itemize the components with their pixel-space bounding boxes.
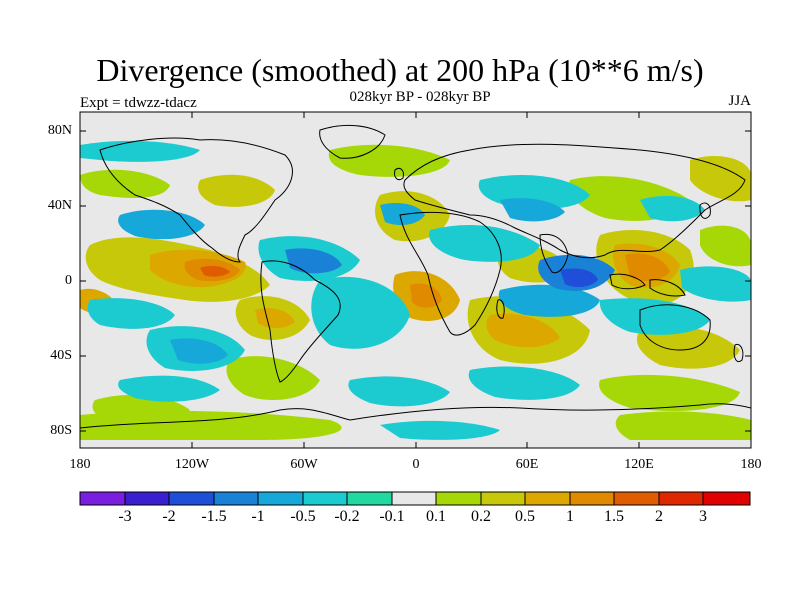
positive-region	[200, 265, 230, 277]
maritime-continent-outline	[609, 273, 646, 290]
colorbar-swatch	[79, 491, 126, 506]
madagascar-outline	[496, 299, 505, 319]
negative-region	[118, 209, 205, 240]
colorbar-label: 0.1	[426, 508, 446, 525]
positive-region	[625, 253, 670, 282]
colorbar-label: -3	[118, 508, 132, 525]
negative-region	[500, 198, 565, 222]
lat-label-80n: 80N	[47, 123, 72, 138]
colorbar-swatch	[658, 491, 704, 506]
lat-label-80s: 80S	[50, 423, 72, 438]
season-label: JJA	[728, 93, 751, 109]
australia-outline	[639, 304, 711, 351]
negative-region	[87, 298, 175, 329]
colorbar-label: -0.5	[290, 508, 316, 525]
colorbar-label: 0.5	[515, 508, 535, 525]
lon-label-60w: 60W	[290, 457, 318, 472]
negative-region	[429, 225, 540, 262]
negative-region	[348, 376, 450, 407]
colorbar-label: 2	[655, 508, 663, 525]
lon-label-120w: 120W	[174, 457, 210, 472]
positive-region	[226, 356, 320, 400]
africa-outline	[399, 211, 502, 336]
colorbar-label: -1.5	[201, 508, 227, 525]
colorbar-swatch	[302, 491, 348, 506]
positive-region	[700, 225, 751, 267]
colorbar-swatch	[168, 491, 215, 506]
positive-region	[615, 411, 751, 440]
positive-region	[690, 155, 751, 202]
coastlines	[80, 125, 751, 429]
divergence-field	[80, 140, 751, 440]
colorbar-swatch	[435, 491, 482, 506]
colorbar-label: 1	[566, 508, 574, 525]
lon-label-120e: 120E	[624, 457, 654, 472]
colorbar-swatch	[524, 491, 571, 506]
maritime-continent-outline	[649, 279, 686, 297]
subtitle: 028kyr BP - 028kyr BP	[349, 89, 491, 105]
positive-region	[599, 374, 740, 412]
japan-outline	[699, 202, 711, 219]
antarctica-outline	[80, 403, 751, 429]
lon-label-180e: 180	[740, 457, 762, 472]
colorbar-swatch	[391, 491, 437, 506]
positive-region	[255, 308, 295, 329]
colorbar-label: 3	[699, 508, 707, 525]
colorbar	[79, 491, 751, 506]
negative-region	[468, 366, 580, 400]
lon-label-60e: 60E	[515, 457, 539, 472]
negative-region	[380, 203, 425, 226]
colorbar-label: -1	[251, 508, 265, 525]
colorbar-swatch	[480, 491, 526, 506]
lat-label-40n: 40N	[47, 198, 72, 213]
positive-region	[636, 326, 740, 369]
colorbar-swatch	[702, 491, 751, 506]
colorbar-swatch	[257, 491, 304, 506]
positive-region	[410, 283, 442, 308]
experiment-label: Expt = tdwzz-tdacz	[80, 95, 197, 111]
negative-region	[118, 375, 220, 402]
colorbar-label: -2	[162, 508, 176, 525]
positive-region	[198, 174, 275, 207]
lon-label-180w: 180	[69, 457, 91, 472]
colorbar-label: 0.2	[471, 508, 491, 525]
colorbar-swatch	[346, 491, 393, 506]
negative-region	[560, 268, 598, 288]
north-america-outline	[99, 137, 293, 263]
colorbar-label: -0.2	[334, 508, 360, 525]
positive-region	[486, 313, 560, 348]
lat-label-40s: 40S	[50, 348, 72, 363]
lon-label-0: 0	[412, 457, 420, 472]
colorbar-swatch	[569, 491, 615, 506]
positive-region	[328, 144, 450, 177]
colorbar-label: 1.5	[604, 508, 624, 525]
south-america-outline	[260, 260, 341, 383]
page-title: Divergence (smoothed) at 200 hPa (10**6 …	[96, 52, 704, 88]
india-outline	[539, 233, 569, 274]
positive-region	[80, 169, 170, 198]
lat-label-eq: 0	[65, 273, 72, 288]
colorbar-swatch	[213, 491, 259, 506]
uk-outline	[394, 167, 404, 181]
negative-region	[285, 248, 342, 274]
greenland-outline	[319, 125, 386, 159]
colorbar-swatch	[613, 491, 660, 506]
negative-region	[170, 338, 228, 364]
new-zealand-outline	[733, 343, 744, 363]
lat-ticks	[80, 130, 751, 432]
negative-region	[498, 284, 600, 317]
negative-region	[680, 266, 751, 302]
colorbar-swatch	[124, 491, 170, 506]
colorbar-label: -0.1	[379, 508, 405, 525]
negative-region	[380, 420, 500, 440]
lon-ticks	[191, 112, 640, 448]
positive-region	[80, 410, 342, 440]
negative-region	[80, 140, 200, 162]
negative-region	[599, 298, 710, 335]
eurasia-outline	[403, 143, 746, 259]
negative-region	[640, 195, 705, 222]
